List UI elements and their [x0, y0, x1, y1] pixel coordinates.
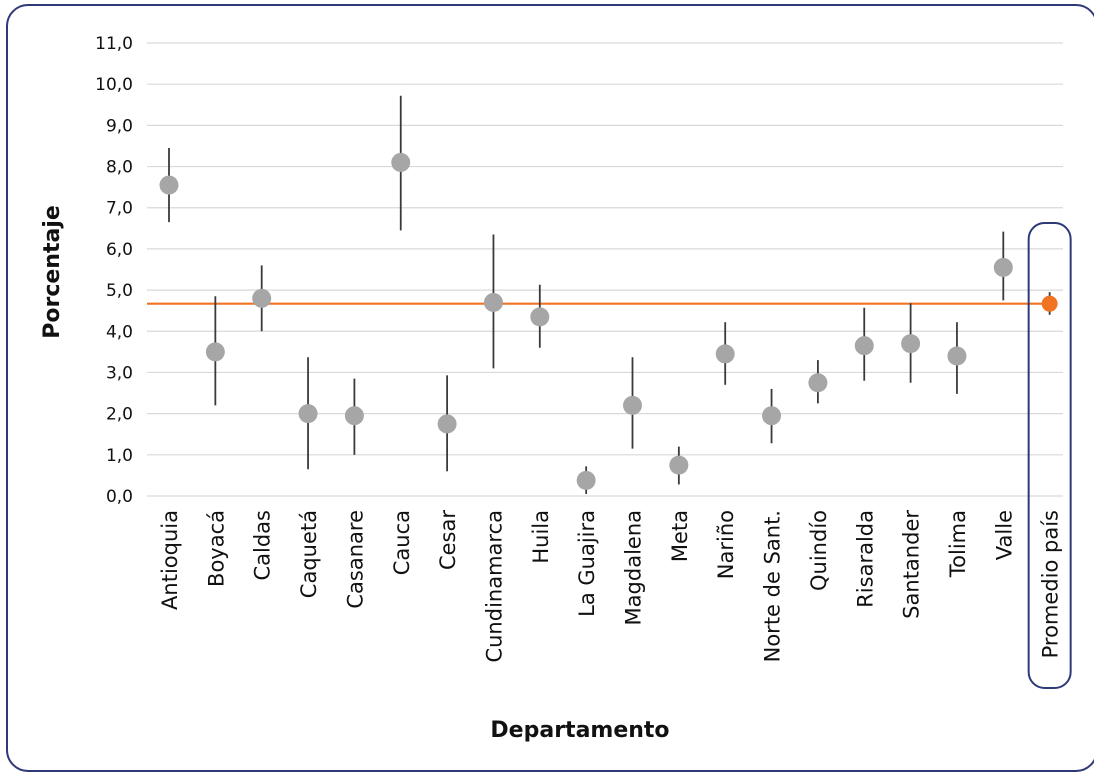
category-label: Magdalena — [622, 510, 646, 625]
data-point — [252, 288, 272, 308]
data-point — [205, 342, 225, 362]
category-label: Risaralda — [853, 510, 877, 608]
data-point — [530, 307, 550, 327]
category-label: Santander — [900, 510, 924, 619]
category-label: Quindío — [807, 510, 831, 591]
y-tick-label: 8,0 — [106, 158, 133, 178]
data-point — [483, 292, 503, 312]
category-label: Valle — [992, 510, 1016, 560]
y-tick-label: 5,0 — [106, 281, 133, 301]
data-point — [901, 334, 921, 354]
data-point — [854, 336, 874, 356]
category-label: Huila — [529, 510, 553, 564]
category-label: Caldas — [251, 510, 275, 581]
x-axis-title: Departamento — [490, 718, 669, 743]
category-label: La Guajira — [575, 510, 599, 617]
y-tick-label: 9,0 — [106, 116, 133, 136]
y-tick-label: 7,0 — [106, 199, 133, 219]
y-tick-labels: 0,0 1,0 2,0 3,0 4,0 5,0 6,0 7,0 8,0 9,0 10,0 11,0 — [95, 34, 133, 507]
data-point — [715, 344, 735, 364]
y-tick-label: 3,0 — [106, 363, 133, 383]
data-point — [947, 346, 967, 366]
y-tick-label: 6,0 — [106, 240, 133, 260]
y-tick-label: 2,0 — [106, 405, 133, 425]
category-label: Boyacá — [204, 510, 228, 587]
y-tick-label: 0,0 — [106, 487, 133, 507]
data-point — [159, 175, 179, 195]
data-point — [298, 404, 318, 424]
data-point — [391, 152, 411, 172]
data-point — [576, 470, 596, 490]
category-label: Cesar — [436, 510, 460, 570]
grid-lines — [147, 42, 1063, 497]
category-label: Norte de Sant. — [761, 510, 785, 662]
data-points — [159, 152, 1058, 490]
category-label: Nariño — [714, 510, 738, 579]
y-tick-label: 1,0 — [106, 446, 133, 466]
average-highlight-box — [1027, 222, 1072, 689]
category-label: Casanare — [343, 510, 367, 609]
data-point — [808, 373, 828, 393]
y-tick-label: 11,0 — [95, 34, 133, 54]
data-point — [344, 406, 364, 426]
data-point — [762, 406, 782, 426]
average-point — [1041, 295, 1058, 312]
category-label: Cundinamarca — [482, 510, 506, 663]
data-point — [437, 414, 457, 434]
y-tick-label: 4,0 — [106, 322, 133, 342]
category-label: Caquetá — [297, 510, 321, 598]
data-point — [993, 257, 1013, 277]
category-label: Antioquia — [158, 510, 182, 610]
x-tick-labels: Antioquia Boyacá Caldas Caquetá Casanare Cauc… — [158, 510, 1063, 663]
category-label: Meta — [668, 510, 692, 562]
data-point — [623, 395, 642, 415]
error-bars — [168, 95, 1051, 494]
category-label: Tolima — [946, 510, 970, 578]
y-tick-label: 10,0 — [95, 75, 133, 95]
y-axis-title: Porcentaje — [40, 205, 65, 339]
data-point — [669, 455, 689, 475]
category-label: Promedio país — [1039, 510, 1063, 658]
category-label: Cauca — [390, 510, 414, 575]
